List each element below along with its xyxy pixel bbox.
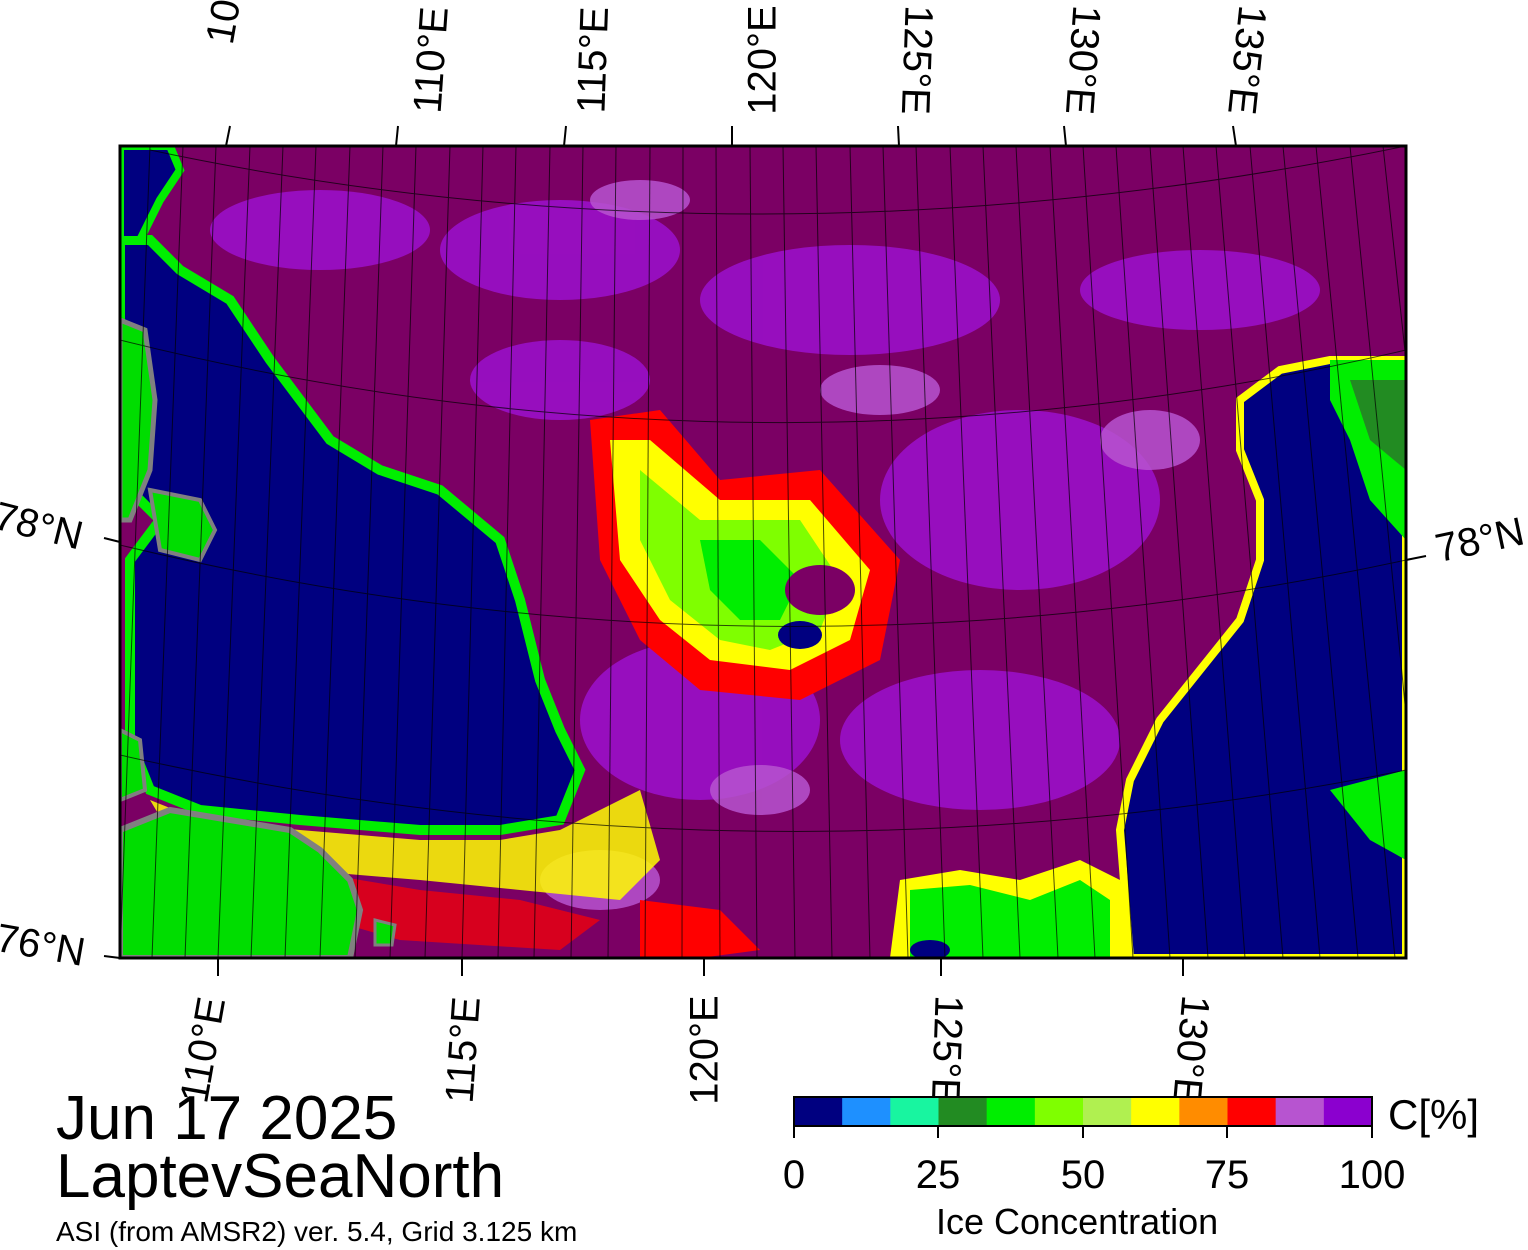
lon-label-top-110: 110°E (405, 5, 457, 115)
colorbar-unit: C[%] (1388, 1091, 1480, 1138)
lon-label-top-130: 130°E (1056, 3, 1109, 117)
colorbar-tick-50: 50 (1060, 1153, 1106, 1197)
lon-label-bottom-130: 130°E (1164, 993, 1218, 1107)
map-frame (118, 144, 1408, 960)
colorbar-tick-25: 25 (915, 1153, 961, 1197)
colorbar-tick-100: 100 (1338, 1153, 1406, 1197)
region-name: LaptevSeaNorth (56, 1142, 505, 1211)
open-water-west (120, 235, 586, 835)
colorbar-tick-0: 0 (782, 1153, 806, 1197)
graticule (120, 146, 1406, 958)
lon-label-bottom-125: 125°E (922, 994, 971, 1106)
land-taymyr (120, 806, 364, 958)
open-water-east (1115, 356, 1406, 958)
colorbar-title: Ice Concentration (936, 1201, 1219, 1242)
lon-label-top-120: 120°E (740, 5, 785, 115)
map-date: Jun 17 2025 (56, 1084, 398, 1153)
map-ticks (103, 125, 1427, 976)
land-severnaya (120, 317, 158, 523)
data-source: ASI (from AMSR2) ver. 5.4, Grid 3.125 km (56, 1216, 578, 1247)
colorbar-tick-75: 75 (1204, 1153, 1250, 1197)
ice-patches (210, 190, 1320, 810)
lon-label-bottom-120: 120°E (682, 995, 727, 1105)
lon-label-bottom-115: 115°E (437, 995, 489, 1105)
lon-label-top-115: 115°E (569, 6, 618, 114)
lon-label-top-125: 125°E (892, 4, 941, 116)
lon-label-top-135: 135°E (1219, 3, 1275, 117)
